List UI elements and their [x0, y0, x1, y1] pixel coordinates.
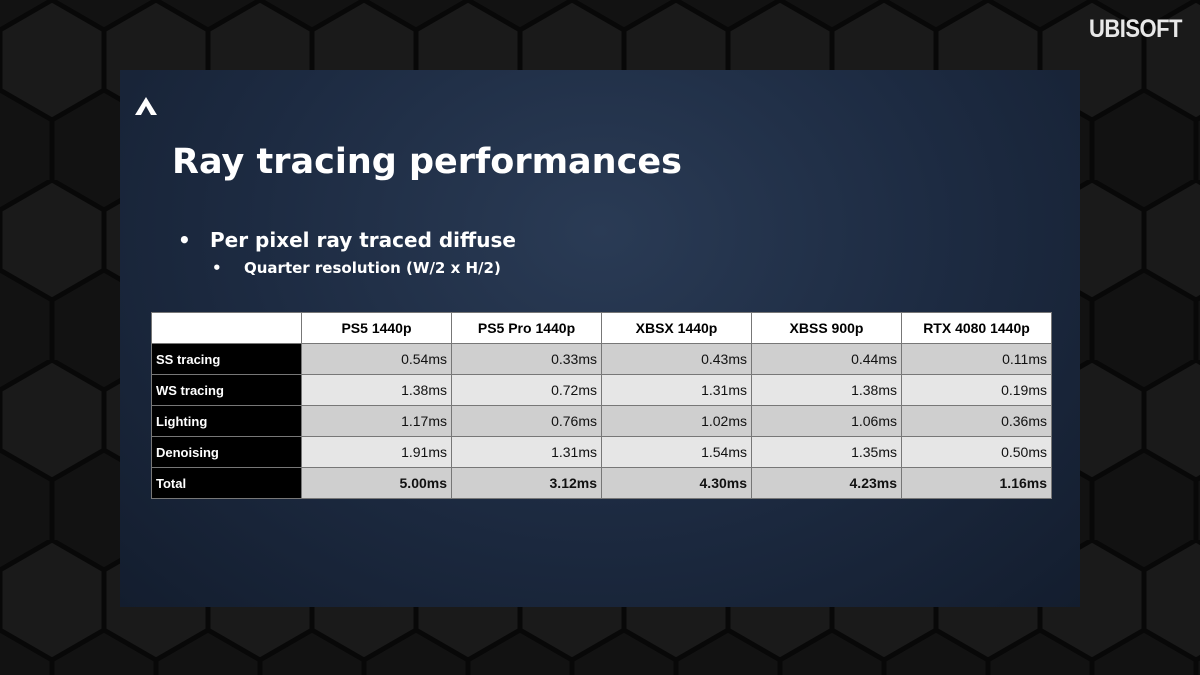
column-header: RTX 4080 1440p [901, 312, 1052, 344]
cell: 1.38ms [751, 374, 902, 406]
cell: 1.02ms [601, 405, 752, 437]
cell: 1.35ms [751, 436, 902, 468]
table-row: Lighting 1.17ms 0.76ms 1.02ms 1.06ms 0.36ms [151, 405, 1052, 437]
column-header: XBSS 900p [751, 312, 902, 344]
row-label: WS tracing [151, 374, 302, 406]
cell: 1.38ms [301, 374, 452, 406]
slide-logo [135, 97, 157, 115]
performance-table: PS5 1440p PS5 Pro 1440p XBSX 1440p XBSS 900… [151, 312, 1052, 499]
brand-logo: UBISOFT [1088, 14, 1183, 43]
table-row: Total 5.00ms 3.12ms 4.30ms 4.23ms 1.16ms [151, 467, 1052, 499]
row-label: SS tracing [151, 343, 302, 375]
table-row: SS tracing 0.54ms 0.33ms 0.43ms 0.44ms 0.11ms [151, 343, 1052, 375]
cell: 1.17ms [301, 405, 452, 437]
row-label: Lighting [151, 405, 302, 437]
cell: 0.50ms [901, 436, 1052, 468]
cell: 3.12ms [451, 467, 602, 499]
sub-bullet-text: Quarter resolution (W/2 x H/2) [244, 259, 501, 277]
cell: 0.33ms [451, 343, 602, 375]
cell: 0.43ms [601, 343, 752, 375]
cell: 4.30ms [601, 467, 752, 499]
row-label: Denoising [151, 436, 302, 468]
row-label: Total [151, 467, 302, 499]
slide-title: Ray tracing performances [172, 142, 682, 182]
cell: 0.54ms [301, 343, 452, 375]
cell: 5.00ms [301, 467, 452, 499]
cell: 1.16ms [901, 467, 1052, 499]
bullet: • Per pixel ray traced diffuse [178, 228, 516, 252]
cell: 1.91ms [301, 436, 452, 468]
cell: 1.06ms [751, 405, 902, 437]
cell: 4.23ms [751, 467, 902, 499]
cell: 0.76ms [451, 405, 602, 437]
cell: 0.72ms [451, 374, 602, 406]
cell: 0.44ms [751, 343, 902, 375]
column-header: PS5 Pro 1440p [451, 312, 602, 344]
cell: 1.31ms [451, 436, 602, 468]
sub-bullet: • Quarter resolution (W/2 x H/2) [212, 259, 501, 277]
slide: Ray tracing performances • Per pixel ray … [120, 70, 1080, 607]
cell: 0.36ms [901, 405, 1052, 437]
header-row: PS5 1440p PS5 Pro 1440p XBSX 1440p XBSS 900… [151, 312, 1052, 344]
table-row: WS tracing 1.38ms 0.72ms 1.31ms 1.38ms 0.19ms [151, 374, 1052, 406]
cell: 1.54ms [601, 436, 752, 468]
bullet-text: Per pixel ray traced diffuse [210, 228, 516, 252]
cell: 0.19ms [901, 374, 1052, 406]
cell: 0.11ms [901, 343, 1052, 375]
table-row: Denoising 1.91ms 1.31ms 1.54ms 1.35ms 0.50ms [151, 436, 1052, 468]
corner-cell [151, 312, 302, 344]
cell: 1.31ms [601, 374, 752, 406]
column-header: PS5 1440p [301, 312, 452, 344]
column-header: XBSX 1440p [601, 312, 752, 344]
